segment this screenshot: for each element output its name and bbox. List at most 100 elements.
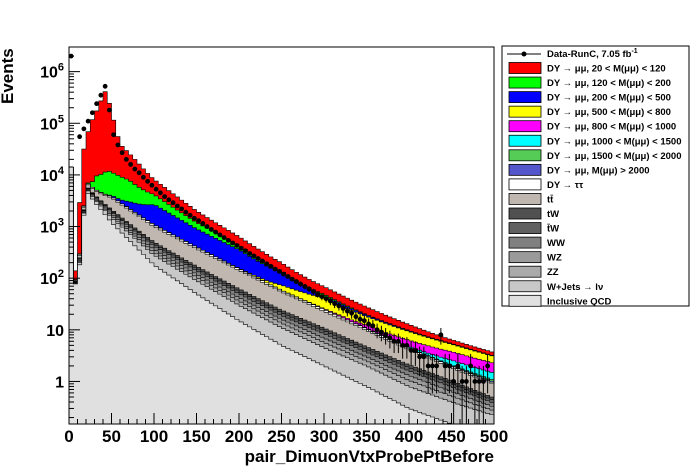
legend-label-dy-20-m-120: DY → μμ, 20 < M(μμ) < 120 [547, 64, 666, 75]
data-point [200, 221, 206, 226]
data-marker [204, 224, 210, 229]
data-point [162, 194, 168, 200]
data-marker [438, 332, 444, 338]
data-point [366, 318, 372, 332]
data-marker [429, 363, 435, 369]
data-point [429, 353, 435, 394]
y-tick-exponent: 3 [58, 217, 64, 229]
data-marker [200, 221, 206, 226]
legend-label-tt: tt̄ [547, 194, 554, 205]
data-marker [472, 379, 478, 384]
data-point [480, 365, 486, 424]
data-marker [174, 203, 180, 209]
data-point [98, 92, 104, 98]
data-marker [285, 274, 291, 279]
legend-label-w-jets-l: W+Jets → lν [547, 282, 603, 293]
data-point [149, 182, 155, 188]
data-point [353, 311, 359, 323]
data-marker [395, 338, 401, 344]
data-point [400, 337, 406, 359]
data-marker [306, 286, 312, 292]
data-marker [264, 261, 270, 267]
data-point [349, 308, 355, 319]
legend-label-zz: ZZ [547, 267, 559, 278]
legend-data-marker [521, 51, 527, 57]
data-point [293, 279, 299, 285]
y-tick-label: 105 [40, 113, 64, 133]
legend-swatch-dy-1000-m-1500 [508, 134, 542, 147]
data-marker [451, 379, 457, 384]
data-point [268, 263, 274, 269]
legend-swatch-w-jets-l [508, 280, 542, 293]
data-marker [85, 118, 91, 124]
data-marker [170, 200, 176, 206]
data-marker [446, 363, 452, 369]
data-point [310, 288, 316, 295]
data-point [421, 346, 427, 377]
data-point [179, 206, 185, 212]
data-point [285, 274, 291, 279]
data-point [187, 212, 193, 218]
data-marker [123, 156, 129, 162]
data-point [408, 341, 414, 366]
legend-swatch-dy-m-2000 [508, 163, 542, 176]
data-marker [242, 248, 248, 254]
data-marker [81, 126, 87, 132]
data-point [298, 281, 304, 287]
data-point [425, 353, 431, 394]
data-marker [136, 170, 142, 176]
data-point [255, 256, 261, 261]
data-point [136, 170, 142, 176]
data-point [259, 258, 265, 264]
y-tick-exponent: 5 [58, 113, 64, 125]
data-point [106, 107, 112, 113]
data-marker [196, 218, 202, 224]
data-marker [132, 166, 138, 172]
data-point [281, 271, 287, 277]
data-point [378, 325, 384, 342]
legend-label-t-w: t̄W [547, 224, 560, 235]
data-point [174, 203, 180, 209]
legend-label-dy-500-m-800: DY → μμ, 500 < M(μμ) < 800 [547, 107, 671, 118]
y-axis-title: Events [0, 48, 17, 104]
data-marker [361, 318, 367, 324]
data-point [276, 269, 282, 274]
x-tick-label: 450 [437, 427, 465, 446]
legend-label-dy-200-m-500: DY → μμ, 200 < M(μμ) < 500 [547, 93, 671, 104]
x-tick-label: 150 [182, 427, 210, 446]
data-marker [391, 338, 397, 344]
legend-label-wz: WZ [547, 253, 562, 264]
data-marker [98, 92, 104, 98]
data-point [417, 346, 423, 377]
data-point [374, 323, 380, 339]
legend-data-label: Data-RunC, 7.05 fb-1 [547, 48, 638, 60]
x-tick-label: 400 [395, 427, 423, 446]
x-tick-label: 300 [310, 427, 338, 446]
y-tick-label: 1 [55, 374, 64, 391]
data-marker [374, 327, 380, 333]
data-marker [408, 347, 414, 353]
y-tick-base: 10 [40, 271, 58, 288]
legend-data-label-sup: -1 [631, 48, 637, 55]
data-point [115, 142, 121, 148]
data-marker [251, 253, 257, 259]
x-axis-title: pair_DimuonVtxProbePtBefore [245, 447, 494, 466]
data-marker [106, 107, 112, 113]
data-point [81, 126, 87, 132]
data-point [395, 333, 401, 354]
legend-label-dy-1000-m-1500: DY → μμ, 1000 < M(μμ) < 1500 [547, 136, 682, 147]
data-point [230, 240, 236, 246]
data-marker [217, 232, 223, 238]
y-tick-label: 106 [40, 62, 64, 82]
data-point [336, 302, 342, 311]
data-marker [315, 291, 321, 297]
data-marker [281, 271, 287, 277]
y-tick-exponent: 4 [58, 165, 65, 177]
histogram-inclusive-qcd [68, 166, 494, 425]
data-marker [191, 215, 197, 221]
data-point [442, 353, 448, 394]
data-marker [119, 150, 125, 156]
data-marker [247, 251, 253, 256]
